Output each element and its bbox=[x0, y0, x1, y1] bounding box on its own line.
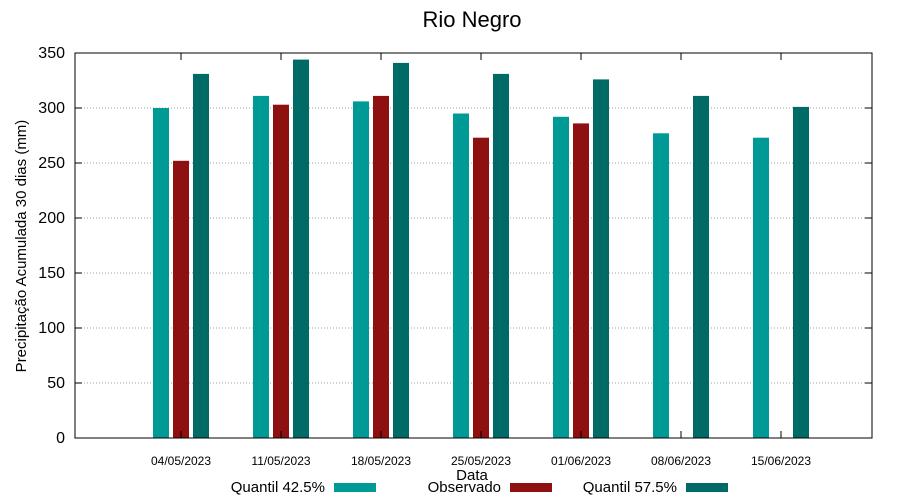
bar bbox=[693, 95, 709, 439]
bar bbox=[593, 79, 609, 439]
x-tick-label: 25/05/2023 bbox=[451, 454, 511, 468]
bar bbox=[573, 123, 589, 439]
legend-label: Quantil 42.5% bbox=[231, 479, 325, 496]
x-tick-label: 08/06/2023 bbox=[651, 454, 711, 468]
bar bbox=[553, 116, 569, 439]
legend-label: Observado bbox=[428, 479, 501, 496]
plot-frame bbox=[74, 52, 873, 439]
bar bbox=[193, 73, 209, 439]
bar bbox=[353, 101, 369, 439]
y-tick-label: 50 bbox=[47, 375, 65, 392]
y-tick-label: 0 bbox=[56, 430, 65, 447]
legend-swatch bbox=[510, 483, 552, 492]
x-tick-label: 04/05/2023 bbox=[151, 454, 211, 468]
legend-label: Quantil 57.5% bbox=[583, 479, 677, 496]
y-tick-label: 350 bbox=[38, 45, 65, 62]
bar bbox=[253, 95, 269, 439]
bar bbox=[373, 95, 389, 439]
bar bbox=[153, 108, 169, 438]
bar bbox=[493, 73, 509, 439]
bar bbox=[473, 137, 489, 438]
bars-layer bbox=[153, 59, 809, 439]
x-tick-label: 15/06/2023 bbox=[751, 454, 811, 468]
bar bbox=[453, 113, 469, 438]
x-axis: 04/05/2023 11/05/2023 18/05/2023 25/05/2023… bbox=[151, 53, 811, 468]
bar bbox=[293, 59, 309, 438]
bar bbox=[393, 62, 409, 439]
bar bbox=[273, 104, 289, 438]
legend-swatch bbox=[334, 483, 376, 492]
y-tick-label: 250 bbox=[38, 155, 65, 172]
x-tick-label: 18/05/2023 bbox=[351, 454, 411, 468]
y-axis: 0 50 100 150 200 250 300 350 bbox=[38, 45, 872, 447]
y-tick-label: 300 bbox=[38, 100, 65, 117]
x-tick-label: 11/05/2023 bbox=[251, 454, 310, 468]
x-tick-label: 01/06/2023 bbox=[551, 454, 611, 468]
x-axis-label: Data bbox=[456, 467, 488, 484]
y-tick-label: 100 bbox=[38, 320, 65, 337]
bar bbox=[753, 137, 769, 438]
bar bbox=[173, 160, 189, 439]
y-axis-label: Precipitação Acumulada 30 dias (mm) bbox=[13, 120, 30, 373]
bar bbox=[793, 106, 809, 439]
y-tick-label: 150 bbox=[38, 265, 65, 282]
y-tick-label: 200 bbox=[38, 210, 65, 227]
legend-swatch bbox=[686, 483, 728, 492]
bar bbox=[653, 133, 669, 439]
legend: Quantil 42.5% Observado Quantil 57.5% bbox=[231, 479, 728, 496]
chart-title: Rio Negro bbox=[422, 7, 521, 32]
